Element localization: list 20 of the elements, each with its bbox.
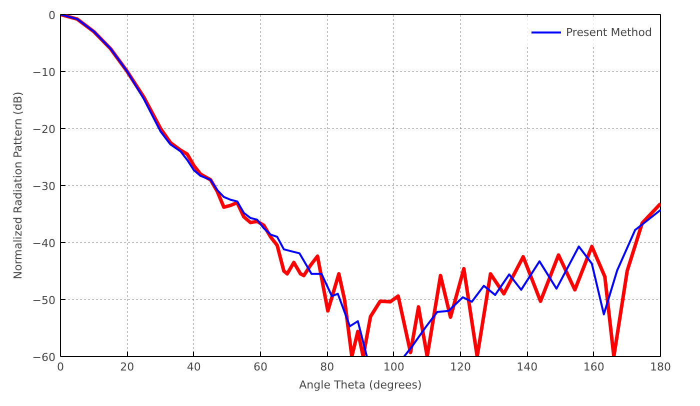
- x-tick-label: 20: [120, 360, 134, 374]
- legend-label: Present Method: [566, 26, 652, 38]
- x-tick-label: 100: [383, 360, 404, 374]
- x-tick-label: 120: [450, 360, 471, 374]
- y-tick-label: −30: [32, 180, 56, 193]
- x-tick-label: 180: [650, 360, 671, 374]
- y-tick-label: 0: [48, 9, 56, 22]
- x-axis-title: Angle Theta (degrees): [299, 378, 422, 392]
- y-tick-label: −20: [32, 123, 56, 136]
- y-tick-label: −50: [32, 294, 56, 307]
- x-tick-label: 60: [254, 360, 268, 374]
- y-tick-label: −40: [32, 237, 56, 250]
- x-tick-label: 80: [320, 360, 334, 374]
- x-tick-label: 160: [583, 360, 604, 374]
- x-tick-label: 140: [516, 360, 538, 374]
- x-tick-label: 40: [186, 360, 201, 374]
- y-tick-label: −60: [32, 351, 56, 364]
- x-tick-label: 0: [57, 360, 64, 374]
- y-axis-title: Normalized Radiation Pattern (dB): [11, 92, 24, 280]
- y-tick-label: −10: [32, 66, 56, 79]
